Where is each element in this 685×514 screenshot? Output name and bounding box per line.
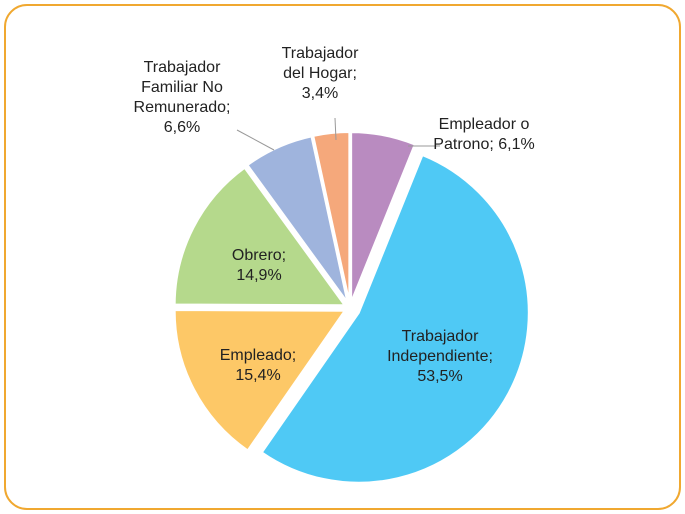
value-label: 53,5% — [417, 368, 463, 385]
slice-label: Empleado; 15,4% — [208, 346, 308, 386]
pie-slice — [350, 131, 417, 303]
category-label: Trabajador Familiar No Remunerado; — [133, 59, 231, 116]
leader-line — [334, 117, 337, 141]
slice-label: Empleador o Patrono; 6,1% — [425, 115, 543, 155]
leader-line — [236, 129, 275, 151]
slice-label: Trabajador Familiar No Remunerado; 6,6% — [120, 58, 245, 138]
category-label: Empleado; — [219, 347, 297, 364]
value-label: 15,4% — [235, 367, 281, 384]
value-label: 3,4% — [301, 85, 339, 102]
value-label: 14,9% — [236, 267, 282, 284]
category-label: Trabajador del Hogar; — [281, 45, 359, 82]
pie-slice — [260, 153, 530, 484]
slice-label: Trabajador Independiente; 53,5% — [375, 327, 505, 387]
pie-slice — [173, 308, 347, 452]
slice-label: Trabajador del Hogar; 3,4% — [270, 44, 370, 104]
category-label: Empleador o Patrono; — [433, 116, 530, 153]
value-label: 6,1% — [498, 136, 535, 153]
pie-slice — [312, 131, 351, 303]
category-label: Obrero; — [231, 247, 287, 264]
category-label: Trabajador Independiente; — [387, 328, 493, 365]
value-label: 6,6% — [163, 119, 201, 136]
pie-slice — [173, 166, 347, 307]
slice-label: Obrero; 14,9% — [219, 246, 299, 286]
pie-slice — [246, 135, 349, 304]
